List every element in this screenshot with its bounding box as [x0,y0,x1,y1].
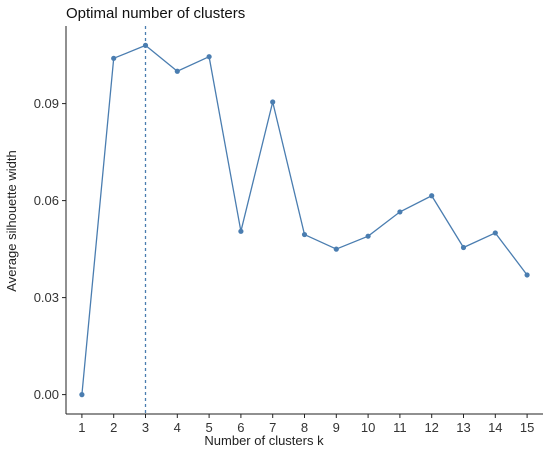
data-point [301,231,308,238]
series-line [81,44,528,395]
data-point [270,99,276,105]
y-ticks: 0.00 0.03 0.06 0.09 [34,96,66,402]
x-tick-label: 9 [333,420,340,435]
x-tick-label: 8 [301,420,308,435]
x-tick-label: 10 [361,420,375,435]
data-point [174,68,180,74]
x-tick-label: 12 [424,420,438,435]
axes [65,26,543,415]
x-tick-label: 14 [488,420,502,435]
x-tick-label: 5 [205,420,212,435]
x-tick-label: 1 [78,420,85,435]
x-ticks: 1 2 3 4 5 6 7 8 9 10 11 12 13 14 15 [78,414,534,435]
data-point [524,272,530,278]
x-tick-label: 15 [520,420,534,435]
data-point [492,230,498,236]
data-point [111,55,117,61]
data-point [365,233,371,239]
data-point [238,228,244,234]
x-tick-label: 2 [110,420,117,435]
data-point [429,193,435,199]
plot-area [79,26,530,414]
data-point [79,392,85,398]
data-point [460,244,467,251]
data-point [333,246,339,252]
x-tick-label: 4 [174,420,181,435]
x-tick-label: 11 [393,420,407,435]
data-point [206,54,212,60]
y-axis-title: Average silhouette width [4,150,19,291]
x-tick-label: 6 [237,420,244,435]
data-point [142,42,149,49]
chart-title: Optimal number of clusters [66,5,245,22]
x-axis-title: Number of clusters k [204,433,324,448]
x-tick-label: 3 [142,420,149,435]
y-tick-label: 0.03 [34,290,59,305]
x-tick-label: 7 [269,420,276,435]
y-tick-label: 0.00 [34,387,59,402]
y-tick-label: 0.09 [34,96,59,111]
x-tick-label: 13 [456,420,470,435]
data-point [397,209,403,215]
y-tick-label: 0.06 [34,193,59,208]
